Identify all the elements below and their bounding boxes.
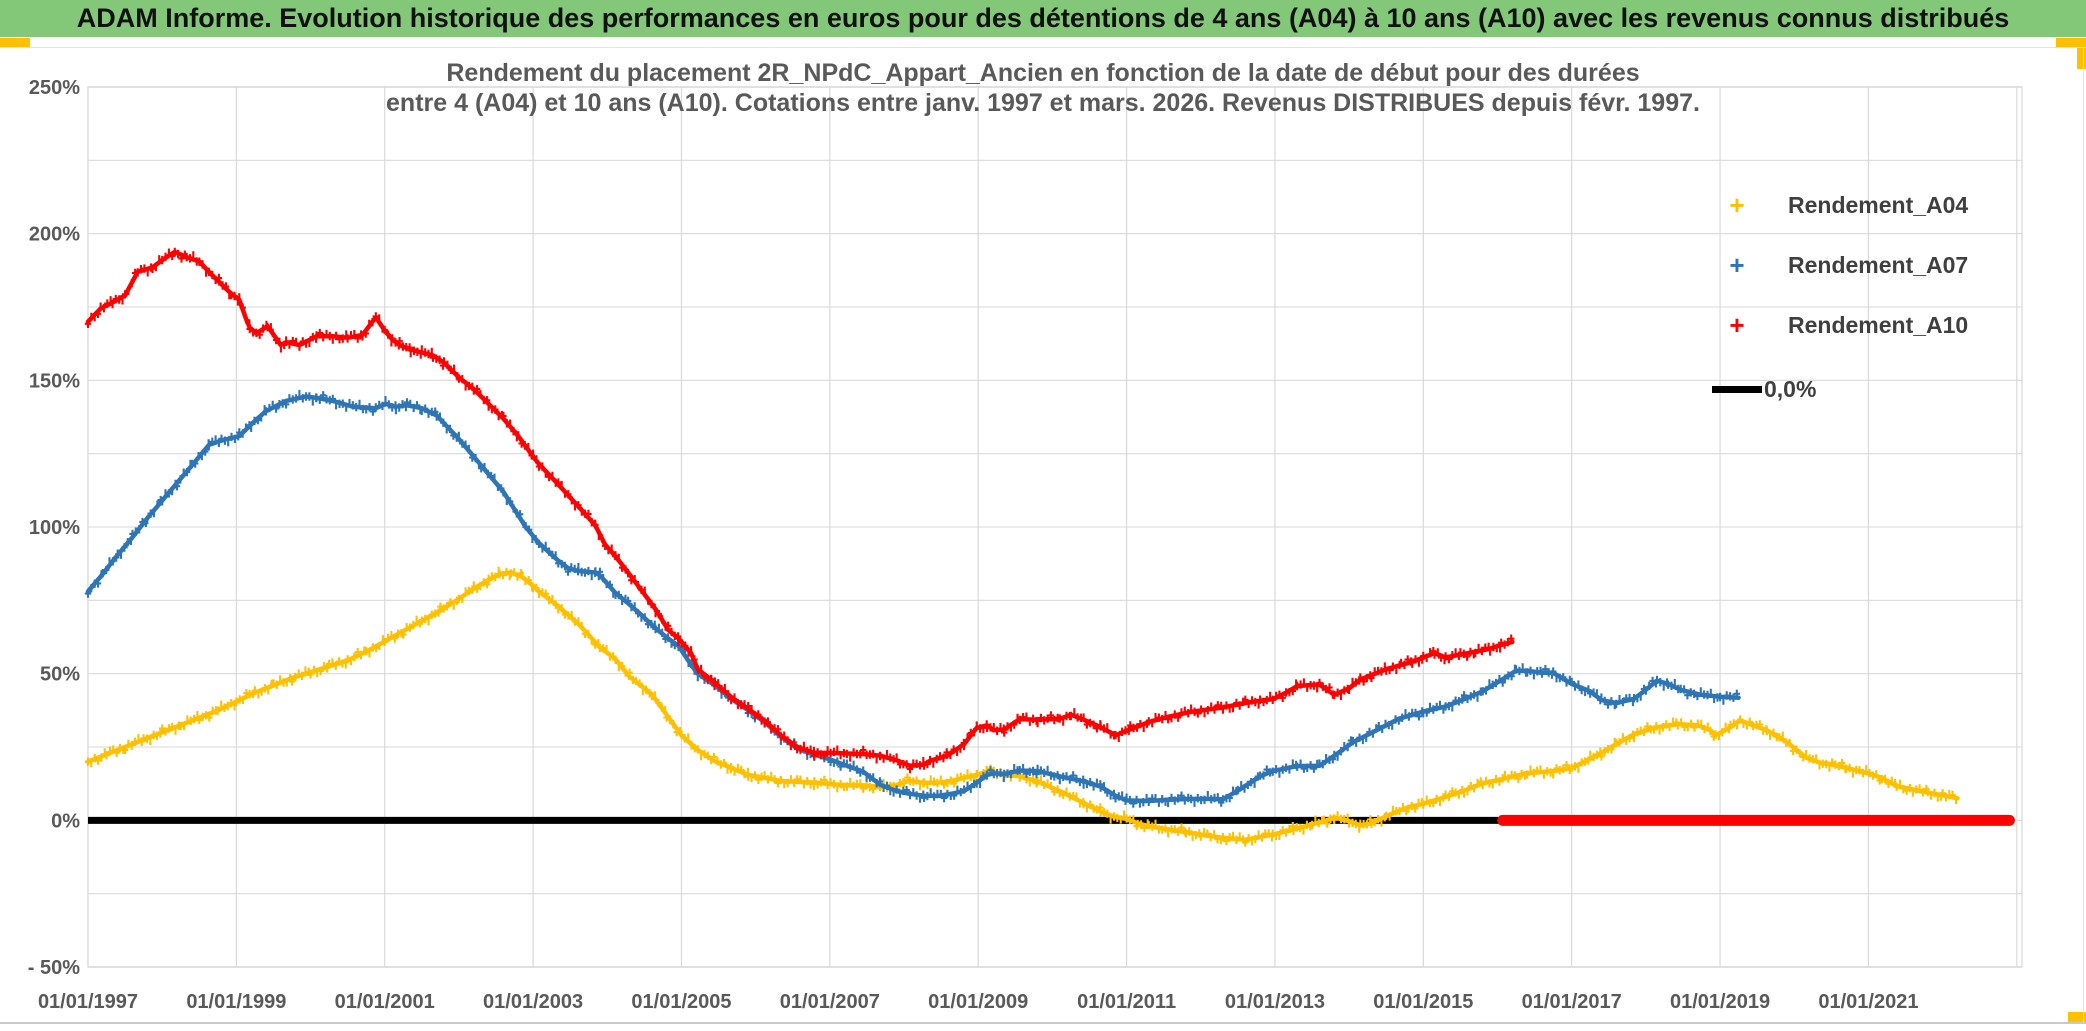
series-rendement_a10[interactable] <box>84 247 1515 774</box>
selection-handle-right-bottom <box>2068 1012 2086 1023</box>
legend-label-zero: 0,0% <box>1764 375 1817 402</box>
legend-item-rendement-a10[interactable]: + Rendement_A10 <box>1712 310 1968 340</box>
x-tick-label-2007: 01/01/2007 <box>780 991 880 1013</box>
plus-marker-icon-a07: + <box>1729 249 1745 280</box>
legend-item-rendement-a04[interactable]: + Rendement_A04 <box>1712 190 1968 220</box>
chart-title-line1: Rendement du placement 2R_NPdC_Appart_An… <box>446 59 1640 87</box>
x-tick-label-1997: 01/01/1997 <box>38 991 138 1013</box>
x-tick-label-2021: 01/01/2021 <box>1818 991 1918 1013</box>
y-tick-label-50: 50% <box>40 664 80 686</box>
series-markers-rendement_a10 <box>84 247 1515 774</box>
plus-marker-icon-a04: + <box>1729 189 1745 220</box>
y-tick-label-200: 200% <box>29 224 80 246</box>
y-tick-label-0: 0% <box>51 810 80 832</box>
plot-border <box>87 86 2023 968</box>
chart-frame-right <box>2083 48 2084 1022</box>
x-tick-label-2015: 01/01/2015 <box>1373 991 1473 1013</box>
legend-item-zero-line[interactable]: 0,0% <box>1712 374 1816 404</box>
header-divider <box>0 47 2086 48</box>
series-line-rendement_a07 <box>85 394 1741 804</box>
x-tick-label-2001: 01/01/2001 <box>335 991 435 1013</box>
y-tick-label-100: 100% <box>29 517 80 539</box>
y-tick-label-250: 250% <box>29 77 80 99</box>
x-tick-label-2017: 01/01/2017 <box>1522 991 1622 1013</box>
selection-handle-left <box>0 38 30 47</box>
bottom-divider <box>0 1022 2086 1024</box>
series-rendement_a04[interactable] <box>84 566 1960 847</box>
x-tick-label-2003: 01/01/2003 <box>483 991 583 1013</box>
zero-line-sample-icon <box>1712 385 1762 393</box>
plus-marker-icon-a10: + <box>1729 309 1745 340</box>
selection-handle-right <box>2056 38 2086 47</box>
legend-label-a07: Rendement_A07 <box>1788 251 1969 278</box>
series-markers-rendement_a04 <box>84 566 1958 847</box>
header-bar: ADAM Informe. Evolution historique des p… <box>0 0 2086 37</box>
x-tick-label-2005: 01/01/2005 <box>631 991 731 1013</box>
legend-label-a10: Rendement_A10 <box>1788 311 1969 338</box>
selection-handle-right-top <box>2077 47 2086 69</box>
series-markers-rendement_a07 <box>84 389 1740 808</box>
x-tick-label-2009: 01/01/2009 <box>928 991 1028 1013</box>
legend-item-rendement-a07[interactable]: + Rendement_A07 <box>1712 250 1968 280</box>
series-rendement_a07[interactable] <box>84 389 1741 808</box>
x-tick-label-2013: 01/01/2013 <box>1225 991 1325 1013</box>
y-tick-label--50: - 50% <box>28 957 80 979</box>
x-tick-label-1999: 01/01/1999 <box>186 991 286 1013</box>
series-line-rendement_a04 <box>85 570 1960 842</box>
chart-title-line2: entre 4 (A04) et 10 ans (A10). Cotations… <box>386 89 1700 117</box>
y-tick-label-150: 150% <box>29 370 80 392</box>
series-line-rendement_a10 <box>85 249 1515 769</box>
header-title: ADAM Informe. Evolution historique des p… <box>76 3 2010 33</box>
x-tick-label-2011: 01/01/2011 <box>1077 991 1176 1013</box>
x-tick-label-2019: 01/01/2019 <box>1670 991 1770 1013</box>
legend-label-a04: Rendement_A04 <box>1788 191 1969 218</box>
